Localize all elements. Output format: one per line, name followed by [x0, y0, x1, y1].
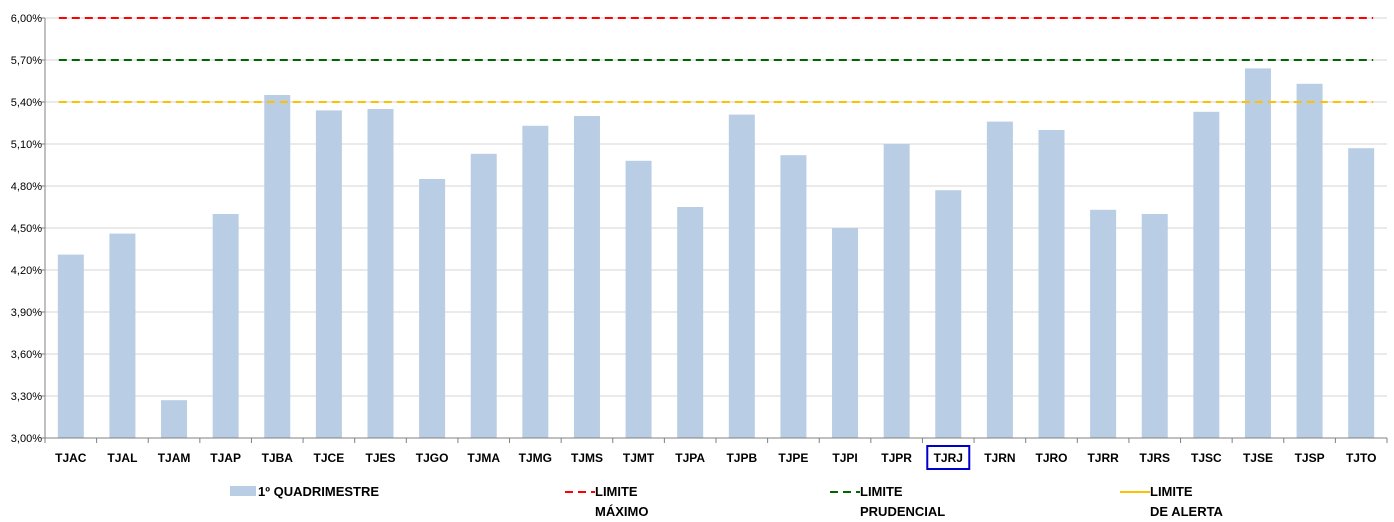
x-tick-labels: TJAC TJAL TJAM TJAP TJBA TJCE TJES TJGO TJMA TJMG… — [55, 445, 1376, 470]
x-tick-label: TJPE — [778, 451, 808, 465]
bar — [264, 95, 291, 438]
x-tick-label: TJMS — [571, 451, 603, 465]
legend-label: LIMITE — [595, 484, 638, 499]
legend-label: DE ALERTA — [1150, 504, 1224, 517]
x-tick-label: TJSP — [1295, 451, 1325, 465]
bar — [419, 179, 446, 438]
y-tick-label: 5,40% — [11, 97, 42, 109]
legend-label: LIMITE — [1150, 484, 1193, 499]
x-tick-label: TJRS — [1139, 451, 1170, 465]
bar — [1141, 214, 1168, 438]
legend: 1º QUADRIMESTRE LIMITE MÁXIMO LIMITE PRUDENC… — [230, 484, 1224, 519]
bar — [780, 155, 807, 438]
x-tick-label: TJPR — [881, 451, 912, 465]
bar — [212, 214, 239, 438]
y-tick-label: 5,10% — [11, 139, 42, 151]
bar — [1296, 83, 1323, 439]
x-tick-label: TJAL — [107, 451, 137, 465]
bar — [1244, 68, 1271, 439]
x-tick-label: TJRR — [1087, 451, 1119, 465]
y-tick-label: 5,70% — [11, 55, 42, 67]
x-tick-label: TJPB — [726, 451, 757, 465]
x-tick-label: TJSE — [1243, 451, 1273, 465]
bar — [935, 190, 962, 438]
bar — [1348, 148, 1375, 438]
bar — [57, 254, 84, 438]
x-tick-label: TJMG — [519, 451, 552, 465]
x-tick-label: TJGO — [416, 451, 449, 465]
y-tick-label: 3,30% — [11, 391, 42, 403]
x-tick-label: TJPI — [832, 451, 857, 465]
x-tick-label: TJRN — [984, 451, 1015, 465]
y-tick-label: 3,90% — [11, 307, 42, 319]
legend-label: 1º QUADRIMESTRE — [258, 484, 379, 499]
legend-label: PRUDENCIAL — [860, 504, 945, 517]
y-tick-label: 3,00% — [11, 433, 42, 445]
x-tick-label: TJMA — [467, 451, 500, 465]
x-tick-label: TJCE — [314, 451, 345, 465]
bar — [728, 114, 755, 438]
grid-lines — [45, 17, 1387, 439]
bar — [1193, 111, 1220, 439]
x-tick-label: TJAC — [55, 451, 87, 465]
bar — [1038, 130, 1065, 438]
x-tick-label: TJMT — [623, 451, 655, 465]
x-tick-label: TJRO — [1035, 451, 1067, 465]
x-tick-label: TJTO — [1346, 451, 1376, 465]
bar — [986, 121, 1013, 438]
reference-lines — [58, 17, 1374, 103]
highlight-box — [926, 445, 971, 470]
y-tick-label: 4,80% — [11, 181, 42, 193]
bar — [625, 160, 652, 439]
legend-swatch — [230, 486, 256, 496]
x-tick-label: TJPA — [675, 451, 705, 465]
y-tick-label: 4,50% — [11, 223, 42, 235]
y-tick-label: 6,00% — [11, 13, 42, 25]
bar — [677, 207, 704, 438]
y-tick-label: 4,20% — [11, 265, 42, 277]
bar — [522, 125, 549, 439]
bar — [315, 110, 342, 439]
bar — [883, 144, 910, 438]
y-tick-label: 3,60% — [11, 349, 42, 361]
bars — [57, 68, 1375, 439]
bar — [470, 153, 497, 439]
x-tick-label: TJRJ — [934, 451, 963, 465]
x-tick-label: TJES — [365, 451, 395, 465]
bar — [161, 400, 188, 438]
bar — [832, 228, 859, 438]
bar — [1090, 209, 1117, 438]
x-tick-label: TJAM — [158, 451, 191, 465]
bar — [109, 233, 136, 438]
legend-label: LIMITE — [860, 484, 903, 499]
bar — [367, 109, 394, 438]
y-tick-labels: 3,00% 3,30% 3,60% 3,90% 4,20% 4,50% 4,80% 5,10%… — [11, 13, 42, 445]
x-tick-label: TJSC — [1191, 451, 1222, 465]
x-tick-label: TJAP — [210, 451, 241, 465]
legend-label: MÁXIMO — [595, 504, 648, 517]
axes — [41, 17, 1388, 443]
bar — [573, 116, 600, 438]
x-tick-label: TJBA — [262, 451, 294, 465]
